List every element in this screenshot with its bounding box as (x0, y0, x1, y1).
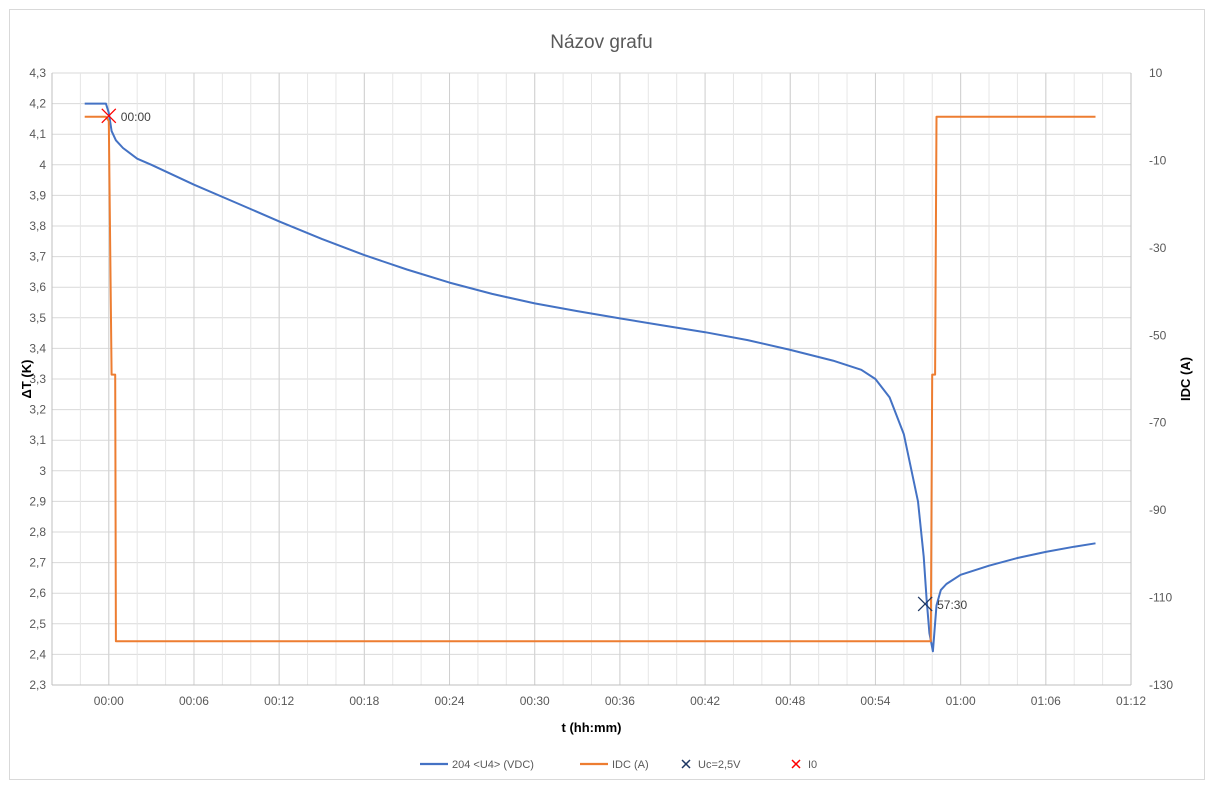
y2-tick-label: -130 (1149, 678, 1173, 692)
y2-tick-label: -110 (1149, 591, 1172, 605)
y2-axis-title: IDC (A) (1178, 357, 1193, 401)
y-tick-label: 3,5 (29, 311, 46, 325)
y-tick-label: 3,8 (29, 219, 46, 233)
x-tick-label: 00:42 (690, 694, 720, 708)
marker-data-label: 57:30 (937, 598, 967, 612)
legend-entry: IDC (A) (580, 759, 649, 771)
i0-marker (101, 108, 117, 124)
y-tick-label: 2,3 (29, 678, 46, 692)
y-tick-label: 3,3 (29, 372, 46, 386)
legend-marker-icon (681, 759, 691, 769)
legend: 204 <U4> (VDC) IDC (A) Uc=2,5V I0 (420, 759, 817, 771)
y-tick-label: 3,9 (29, 188, 46, 202)
legend-label: IDC (A) (612, 759, 649, 771)
x-tick-label: 01:00 (946, 694, 976, 708)
x-tick-label: 00:30 (520, 694, 550, 708)
y-tick-label: 3,4 (29, 341, 46, 355)
y-tick-label: 3,1 (29, 433, 46, 447)
x-tick-label: 01:06 (1031, 694, 1061, 708)
x-tick-label: 01:12 (1116, 694, 1146, 708)
x-tick-label: 00:00 (94, 694, 124, 708)
y-tick-label: 2,9 (29, 494, 46, 508)
chart-title: Názov grafu (550, 32, 652, 53)
y-tick-label: 4,1 (29, 127, 46, 141)
y2-tick-label: 10 (1149, 66, 1163, 80)
y2-tick-label: -90 (1149, 503, 1167, 517)
y-tick-label: 2,7 (29, 556, 46, 570)
y-tick-label: 3,7 (29, 250, 46, 264)
marker-stroke (917, 596, 933, 612)
x-tick-label: 00:18 (349, 694, 379, 708)
legend-marker-icon (791, 759, 801, 769)
uc-marker (917, 596, 933, 612)
x-tick-label: 00:54 (860, 694, 890, 708)
legend-entry: I0 (791, 759, 817, 771)
y-tick-label: 2,6 (29, 586, 46, 600)
idc-series-line (84, 115, 1096, 643)
marker-data-label: 00:00 (121, 110, 151, 124)
y-tick-label: 2,4 (29, 647, 46, 661)
legend-label: Uc=2,5V (698, 759, 741, 771)
marker-stroke (101, 108, 117, 124)
y-tick-label: 4 (39, 158, 46, 172)
y-tick-label: 3,6 (29, 280, 46, 294)
x-tick-label: 00:48 (775, 694, 805, 708)
chart-container: 4,3 4,2 4,1 4 3,9 3,8 3,7 3,6 3,5 3,4 3,3 3,2 3,1 3 2,… (9, 9, 1205, 780)
y-axis-title: ΔT (K) (19, 360, 34, 399)
voltage-series-line (84, 102, 1096, 653)
y2-tick-label: -50 (1149, 328, 1167, 342)
y-tick-label: 2,5 (29, 617, 46, 631)
legend-entry: 204 <U4> (VDC) (420, 759, 534, 771)
y2-tick-label: -30 (1149, 241, 1167, 255)
y-tick-label: 4,2 (29, 97, 46, 111)
y2-tick-label: -70 (1149, 416, 1167, 430)
x-tick-label: 00:12 (264, 694, 294, 708)
y-tick-label: 2,8 (29, 525, 46, 539)
x-tick-label: 00:06 (179, 694, 209, 708)
x-tick-label: 00:24 (435, 694, 465, 708)
x-axis-title: t (hh:mm) (562, 720, 622, 735)
legend-label: 204 <U4> (VDC) (452, 759, 534, 771)
y-tick-label: 3 (39, 464, 46, 478)
y2-tick-label: -10 (1149, 153, 1167, 167)
x-tick-label: 00:36 (605, 694, 635, 708)
line-chart: 4,3 4,2 4,1 4 3,9 3,8 3,7 3,6 3,5 3,4 3,3 3,2 3,1 3 2,… (19, 32, 1193, 771)
y-tick-label: 4,3 (29, 66, 46, 80)
legend-label: I0 (808, 759, 817, 771)
legend-entry: Uc=2,5V (681, 759, 741, 771)
y-tick-label: 3,2 (29, 403, 46, 417)
